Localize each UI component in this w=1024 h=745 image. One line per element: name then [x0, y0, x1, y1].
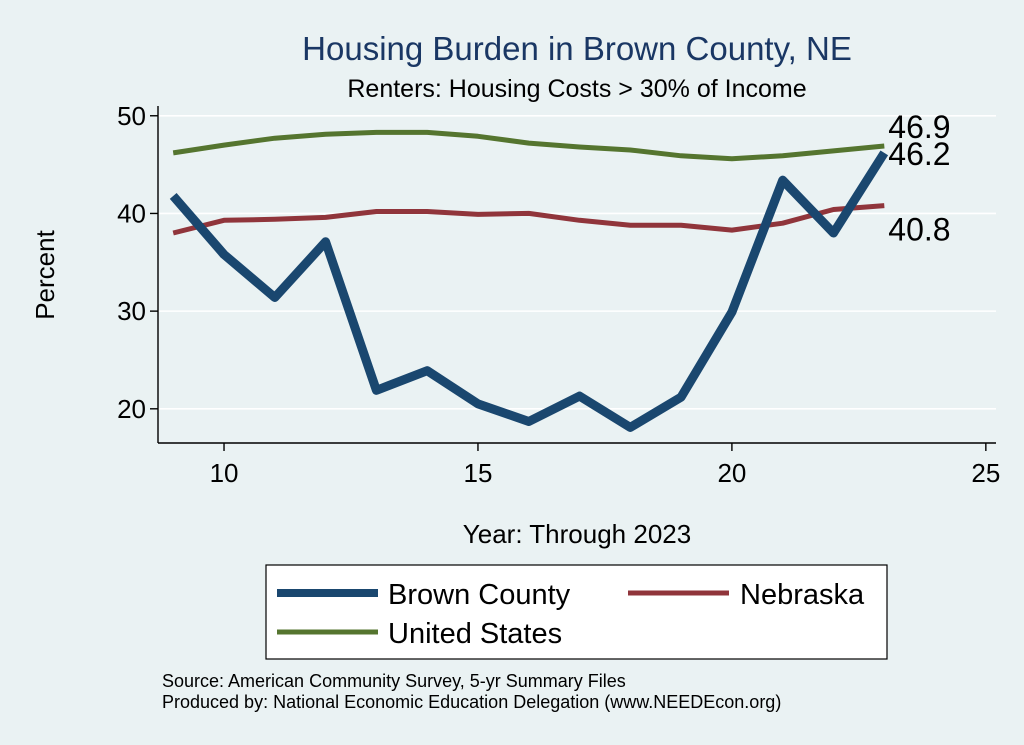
y-tick-label: 20: [117, 394, 146, 424]
legend-box: [265, 564, 888, 660]
legend-label-nebraska: Nebraska: [740, 579, 865, 611]
end-label-united-states: 46.9: [888, 109, 950, 145]
legend: Brown County Nebraska United States: [265, 564, 888, 660]
end-label-brown-county: 46.2: [888, 136, 950, 172]
y-axis-label: Percent: [30, 229, 60, 319]
source-note: Source: American Community Survey, 5-yr …: [162, 671, 626, 691]
legend-label-brown-county: Brown County: [388, 579, 571, 611]
y-tick-label: 40: [117, 198, 146, 228]
end-labels: 46.2 40.8 46.9: [888, 109, 950, 248]
legend-label-united-states: United States: [388, 618, 562, 650]
axis-ticks: 20 30 40 50 10 15 20 25: [117, 101, 1000, 488]
x-tick-label: 15: [464, 458, 493, 488]
series-lines: [169, 129, 889, 432]
chart-title: Housing Burden in Brown County, NE: [302, 30, 852, 67]
x-tick-label: 20: [717, 458, 746, 488]
gridlines: [158, 114, 996, 410]
series-line-brown-county: [169, 150, 889, 432]
x-tick-label: 25: [971, 458, 1000, 488]
x-axis-label: Year: Through 2023: [463, 519, 691, 549]
x-tick-label: 10: [210, 458, 239, 488]
series-line-united-states: [172, 129, 885, 162]
y-tick-label: 30: [117, 296, 146, 326]
chart-subtitle: Renters: Housing Costs > 30% of Income: [347, 75, 806, 103]
y-tick-label: 50: [117, 101, 146, 131]
produced-note: Produced by: National Economic Education…: [162, 692, 781, 712]
end-label-nebraska: 40.8: [888, 212, 950, 248]
